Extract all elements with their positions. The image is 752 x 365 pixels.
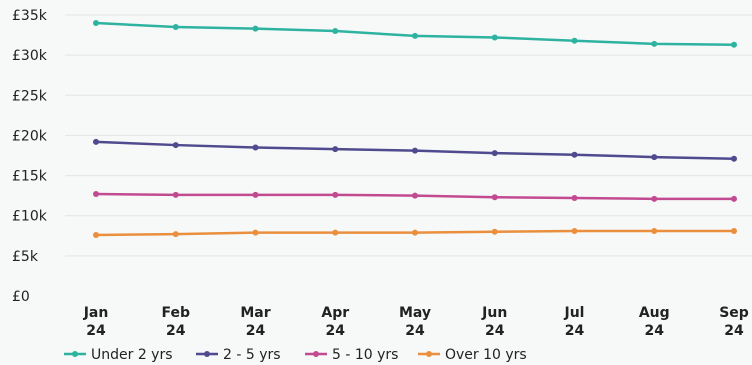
data-point xyxy=(93,231,99,238)
data-point xyxy=(332,28,339,35)
data-point xyxy=(332,191,339,198)
y-tick-label: £5k xyxy=(12,249,39,265)
y-tick-label: £0 xyxy=(12,289,30,305)
y-tick-label: £20k xyxy=(12,128,48,144)
data-point xyxy=(571,227,578,234)
legend-label: Under 2 yrs xyxy=(91,347,173,363)
data-point xyxy=(731,195,737,202)
grid-layer xyxy=(65,14,752,257)
data-point xyxy=(172,231,179,238)
data-point xyxy=(412,147,418,154)
legend-item: Under 2 yrs xyxy=(64,347,173,363)
data-point xyxy=(571,37,578,44)
y-axis-ticks: £0 £5k £10k £15k £20k £25k £30k £35k xyxy=(12,8,48,305)
data-point xyxy=(332,229,339,236)
series-1 xyxy=(93,138,737,162)
x-tick-label: Jan 24 xyxy=(83,305,109,339)
data-point xyxy=(491,194,498,201)
data-point xyxy=(172,142,179,149)
data-point xyxy=(491,228,498,235)
x-tick-label: Jun 24 xyxy=(481,305,507,339)
legend-label: 2 - 5 yrs xyxy=(223,347,281,363)
data-point xyxy=(651,154,658,161)
legend-item: 2 - 5 yrs xyxy=(196,347,281,363)
x-tick-label: Apr 24 xyxy=(321,305,349,339)
data-point xyxy=(172,24,179,31)
x-tick-label: Aug 24 xyxy=(639,305,670,339)
legend-swatch-dot xyxy=(313,351,319,357)
data-point xyxy=(412,32,418,39)
legend-swatch-dot xyxy=(72,351,78,357)
legend-swatch-dot xyxy=(426,351,432,357)
data-point xyxy=(651,40,658,47)
y-tick-label: £30k xyxy=(12,48,48,64)
legend-label: 5 - 10 yrs xyxy=(332,347,398,363)
data-point xyxy=(491,150,498,157)
data-point xyxy=(412,229,418,236)
data-point xyxy=(252,191,259,198)
data-point xyxy=(252,229,259,236)
legend-item: 5 - 10 yrs xyxy=(305,347,398,363)
data-point xyxy=(731,155,737,162)
x-tick-label: Jul 24 xyxy=(564,305,585,339)
x-tick-label: May 24 xyxy=(399,305,431,339)
data-point xyxy=(651,195,658,202)
x-tick-label: Feb 24 xyxy=(161,305,190,339)
x-tick-label: Mar 24 xyxy=(240,305,270,339)
x-tick-label: Sep 24 xyxy=(719,305,749,339)
data-point xyxy=(252,25,259,32)
series-layer xyxy=(93,20,737,238)
data-point xyxy=(93,191,99,198)
y-tick-label: £15k xyxy=(12,169,48,185)
y-tick-label: £35k xyxy=(12,8,48,24)
legend-swatch-dot xyxy=(204,351,210,357)
data-point xyxy=(332,146,339,153)
data-point xyxy=(491,34,498,41)
data-point xyxy=(412,192,418,199)
x-axis-ticks: Jan 24 Feb 24 Mar 24 Apr 24 May 24 Jun 24 Jul 24 Aug 24… xyxy=(83,305,749,339)
data-point xyxy=(93,20,99,27)
data-point xyxy=(731,227,737,234)
data-point xyxy=(172,191,179,198)
series-2 xyxy=(93,191,737,202)
y-tick-label: £25k xyxy=(12,88,48,104)
legend-label: Over 10 yrs xyxy=(445,347,527,363)
series-3 xyxy=(93,227,737,238)
data-point xyxy=(93,138,99,145)
data-point xyxy=(731,41,737,48)
data-point xyxy=(571,195,578,202)
legend-item: Over 10 yrs xyxy=(418,347,527,363)
data-point xyxy=(651,227,658,234)
data-point xyxy=(252,144,259,151)
data-point xyxy=(571,151,578,158)
legend: Under 2 yrs 2 - 5 yrs 5 - 10 yrs Over 10 yr… xyxy=(64,347,527,363)
y-tick-label: £10k xyxy=(12,209,48,225)
series-0 xyxy=(93,20,737,48)
